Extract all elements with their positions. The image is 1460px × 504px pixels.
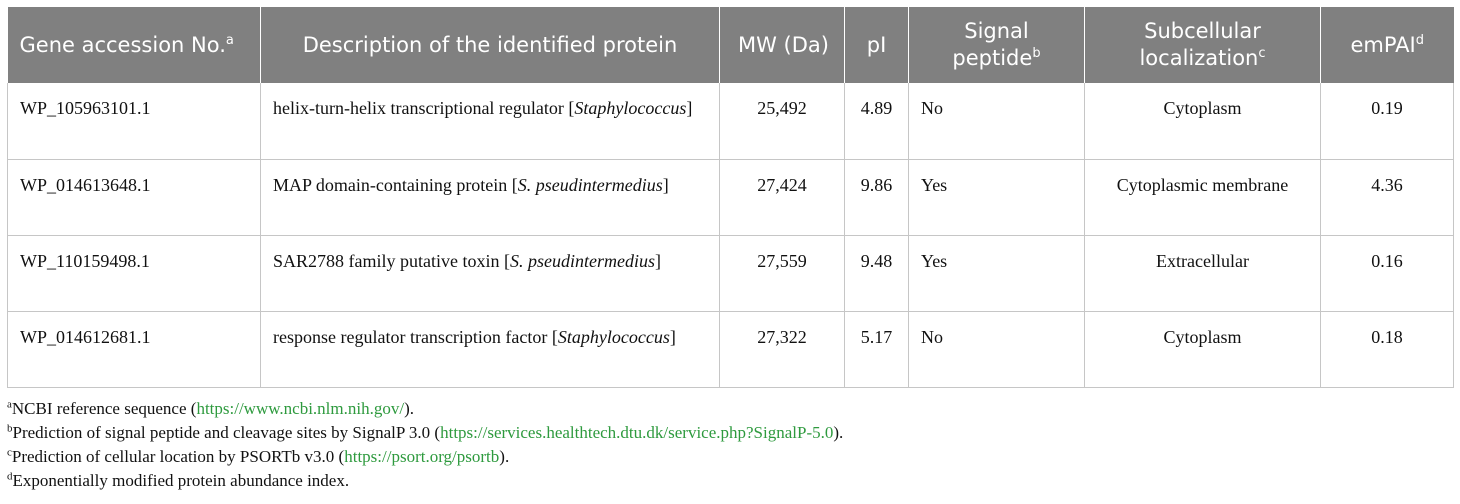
cell-mw: 27,322 — [719, 311, 845, 388]
table-row: WP_014612681.1 response regulator transc… — [7, 311, 1454, 388]
cell-pi: 5.17 — [844, 311, 909, 388]
signalp-link[interactable]: https://services.healthtech.dtu.dk/servi… — [440, 422, 834, 442]
cell-pi: 9.48 — [844, 235, 909, 312]
cell-pi: 9.86 — [844, 159, 909, 236]
table-row: WP_014613648.1 MAP domain-containing pro… — [7, 159, 1454, 236]
cell-signal-peptide: No — [908, 83, 1085, 160]
cell-empai: 4.36 — [1320, 159, 1454, 236]
cell-accession: WP_014613648.1 — [7, 159, 261, 236]
cell-localization: Cytoplasmic membrane — [1084, 159, 1321, 236]
cell-description: helix-turn-helix transcriptional regulat… — [260, 83, 720, 160]
table-container: Gene accession No.a Description of the i… — [7, 7, 1454, 493]
header-localization: Subcellular localizationc — [1084, 7, 1321, 83]
footnote-a: aNCBI reference sequence (https://www.nc… — [7, 397, 414, 418]
cell-mw: 27,559 — [719, 235, 845, 312]
cell-accession: WP_105963101.1 — [7, 83, 261, 160]
footnote-d: dExponentially modified protein abundanc… — [7, 469, 350, 490]
cell-empai: 0.16 — [1320, 235, 1454, 312]
header-mw: MW (Da) — [719, 7, 845, 83]
cell-accession: WP_014612681.1 — [7, 311, 261, 388]
cell-mw: 27,424 — [719, 159, 845, 236]
header-accession: Gene accession No.a — [7, 7, 261, 83]
header-pi: pI — [844, 7, 909, 83]
header-row: Gene accession No.a Description of the i… — [7, 7, 1454, 83]
cell-signal-peptide: Yes — [908, 159, 1085, 236]
ncbi-link[interactable]: https://www.ncbi.nlm.nih.gov/ — [196, 398, 405, 418]
cell-signal-peptide: No — [908, 311, 1085, 388]
header-description: Description of the identified protein — [260, 7, 720, 83]
cell-empai: 0.18 — [1320, 311, 1454, 388]
table-row: WP_110159498.1 SAR2788 family putative t… — [7, 235, 1454, 312]
header-empai: emPAId — [1320, 7, 1454, 83]
footnote-c: cPrediction of cellular location by PSOR… — [7, 445, 510, 466]
psortb-link[interactable]: https://psort.org/psortb — [344, 446, 500, 466]
cell-description: response regulator transcription factor … — [260, 311, 720, 388]
protein-table: Gene accession No.a Description of the i… — [7, 7, 1454, 388]
header-signal-peptide: Signal peptideb — [908, 7, 1085, 83]
cell-accession: WP_110159498.1 — [7, 235, 261, 312]
cell-localization: Cytoplasm — [1084, 83, 1321, 160]
cell-pi: 4.89 — [844, 83, 909, 160]
cell-description: MAP domain-containing protein [S. pseudi… — [260, 159, 720, 236]
footnote-b: bPrediction of signal peptide and cleava… — [7, 421, 844, 442]
cell-localization: Extracellular — [1084, 235, 1321, 312]
footnotes: aNCBI reference sequence (https://www.nc… — [7, 397, 1453, 493]
cell-empai: 0.19 — [1320, 83, 1454, 160]
cell-signal-peptide: Yes — [908, 235, 1085, 312]
cell-localization: Cytoplasm — [1084, 311, 1321, 388]
table-row: WP_105963101.1 helix-turn-helix transcri… — [7, 83, 1454, 160]
cell-description: SAR2788 family putative toxin [S. pseudi… — [260, 235, 720, 312]
cell-mw: 25,492 — [719, 83, 845, 160]
